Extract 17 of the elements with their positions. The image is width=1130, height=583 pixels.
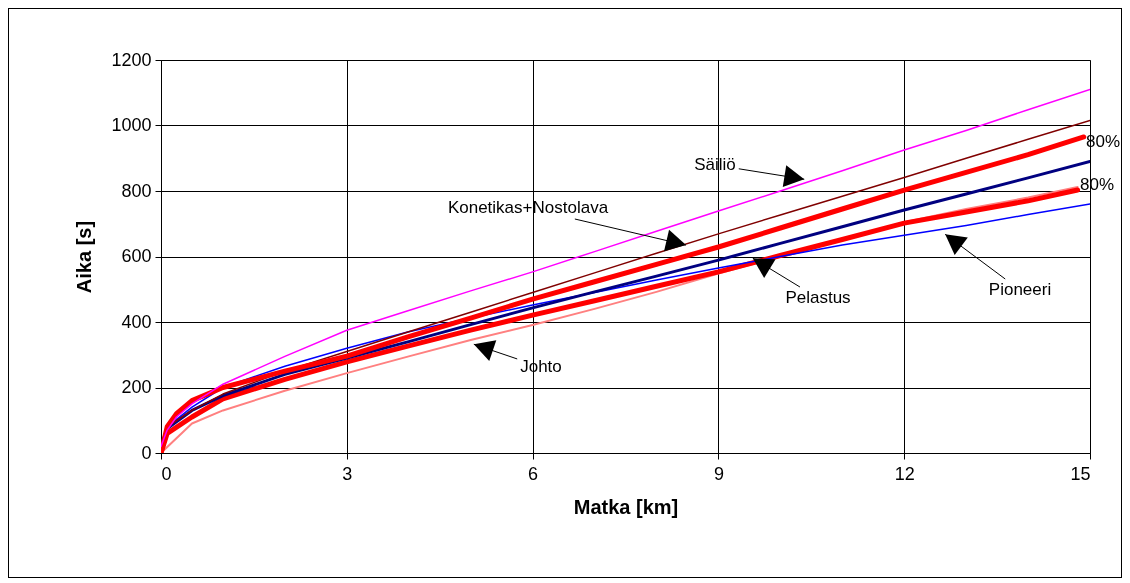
- y-tick-label: 1000: [111, 115, 152, 135]
- y-tick-label: 200: [121, 377, 152, 397]
- y-tick-label: 800: [121, 180, 152, 201]
- x-tick-label: 0: [161, 463, 172, 484]
- x-tick-label: 3: [342, 463, 353, 484]
- x-tick-label: 12: [894, 463, 915, 484]
- x-tick-label: 6: [528, 463, 539, 484]
- y-tick-label: 600: [121, 246, 152, 266]
- annotation: Pioneeri: [988, 280, 1052, 299]
- x-axis-title: Matka [km]: [573, 495, 679, 518]
- y-tick-label: 1200: [111, 49, 152, 70]
- x-tick-label: 15: [1070, 463, 1091, 484]
- x-tick-label: 9: [713, 463, 724, 484]
- y-axis-title: Aika [s]: [73, 220, 96, 294]
- annotation: Pelastus: [785, 288, 851, 307]
- y-tick-label: 400: [121, 311, 152, 332]
- y-tick-label: 0: [141, 442, 152, 463]
